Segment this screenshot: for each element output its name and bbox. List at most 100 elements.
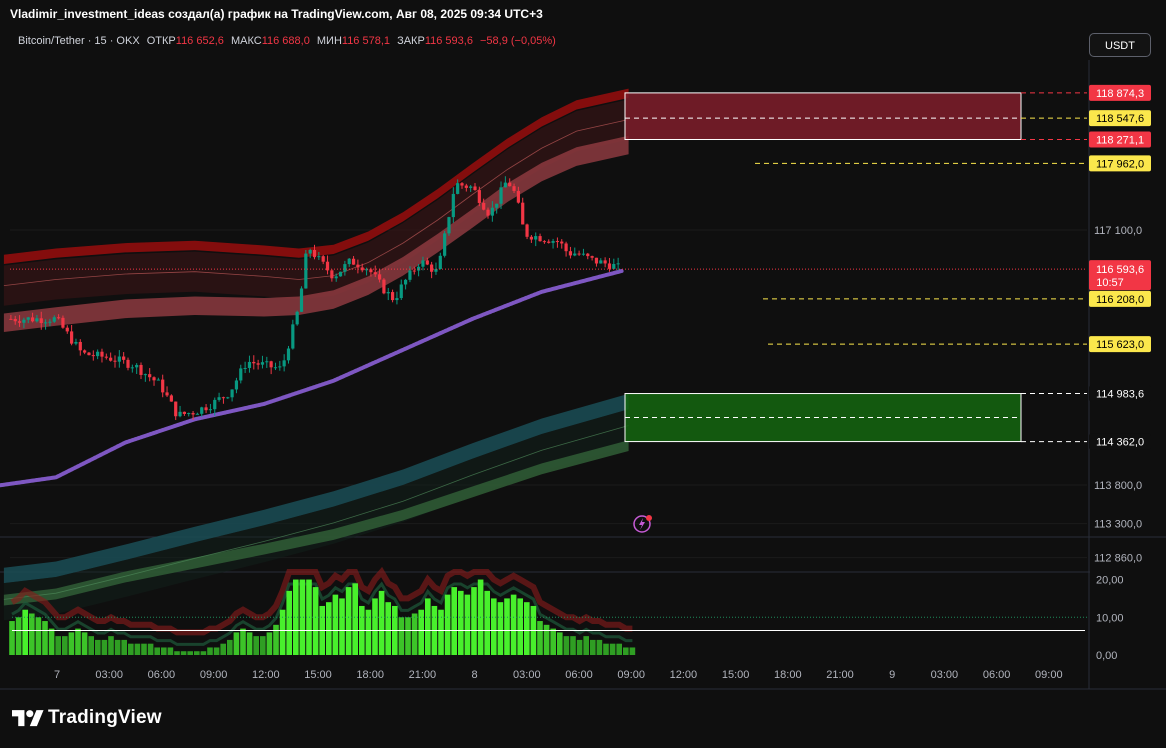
candle-body [130,367,134,369]
candle-body [217,397,221,400]
symbol-legend[interactable]: Bitcoin/Tether · 15 · OKX ОТКР116 652,6 … [18,35,556,47]
candle-body [438,255,442,269]
oscillator-bar [411,613,418,655]
oscillator-ribbon-lower [11,581,633,646]
oscillator-bar [405,617,411,655]
oscillator-bar [81,632,88,655]
candle-body [564,243,568,252]
symbol-name[interactable]: Bitcoin/Tether · 15 · OKX [18,35,140,47]
oscillator-bar [233,632,240,655]
candle-body [343,264,347,272]
oscillator-bar [147,643,154,655]
oscillator-bar [504,598,510,655]
x-axis-tick-label: 7 [54,669,60,681]
oscillator-tick-label: 10,00 [1096,612,1124,624]
price-level-tag: 118 874,3 [1089,84,1151,101]
candle-body [499,187,503,204]
candle-body [122,356,126,360]
candle-body [226,397,230,399]
candle-body [286,348,291,361]
oscillator-bar [68,632,75,655]
candle-body [473,186,477,191]
candle-body [312,249,317,258]
candle-body [221,397,226,399]
price-tag-label: 117 962,0 [1096,158,1144,170]
open-value: 116 652,6 [175,35,224,47]
candle-body [234,380,239,390]
candle-body [139,364,143,375]
candle-body [443,233,447,256]
oscillator-bar [167,647,174,655]
candle-body [321,256,325,262]
tradingview-logo-icon [12,710,44,727]
moving-average-line [0,269,624,488]
x-axis-tick-label: 12:00 [670,669,698,681]
oscillator-bar [616,643,622,655]
close-value: 116 593,6 [424,35,473,47]
oscillator-bar [418,609,424,655]
last-price-countdown: 10:57 [1096,277,1124,289]
oscillator-bar [62,636,68,655]
alert-lightning-icon[interactable] [633,515,652,533]
oscillator-bar [194,651,200,655]
oscillator-bar [398,617,405,655]
x-axis-tick-label: 15:00 [304,669,332,681]
y-axis-tick-label: 112 860,0 [1094,553,1142,565]
candle-body [425,260,429,265]
candle-body [373,272,377,275]
price-level-tag: 117 962,0 [1089,155,1151,172]
candle-body [213,399,217,410]
oscillator-bar [220,643,226,655]
candle-body [204,407,208,411]
oscillator-bar [326,602,332,655]
candle-body [30,317,35,322]
oscillator-bar [180,651,187,655]
candle-body [100,351,104,357]
price-tag-bg [1089,433,1151,450]
oscillator-bar [22,609,28,655]
candle-body [65,327,69,332]
candle-body [395,298,399,301]
oscillator-bar [458,590,464,655]
candle-body [547,241,551,243]
candle-body [451,193,455,218]
candle-body [187,413,191,415]
currency-button[interactable]: USDT [1089,33,1151,57]
price-level-tag: 116 208,0 [1089,290,1151,307]
x-axis-tick-label: 15:00 [722,669,750,681]
candle-body [551,241,555,243]
candle-body [91,355,95,357]
oscillator-bar [596,639,603,655]
candle-body [39,318,43,324]
resistance-zone[interactable] [624,92,1022,141]
oscillator-bar [517,598,523,655]
candle-body [169,395,173,402]
candle-body [78,341,82,351]
candle-body [17,321,22,323]
oscillator-bar [425,598,431,655]
candle-body [568,251,573,256]
candle-body [243,367,247,369]
candle-body [512,186,516,191]
candle-body [135,364,139,368]
price-tag-label: 114 362,0 [1096,437,1144,449]
low-value: 116 578,1 [341,35,391,47]
chart-attribution: Vladimir_investment_ideas создал(а) граф… [10,7,543,21]
candle-body [325,261,330,271]
oscillator-bar [491,598,497,655]
candle-body [386,292,390,294]
price-tag-bg [1089,110,1151,127]
lower-band-outer [3,393,629,584]
last-price-label: 116 593,6 [1096,264,1144,276]
candle-body [529,236,533,240]
candle-body [599,260,603,264]
candle-body [408,270,412,280]
candle-body [109,357,113,361]
candle-body [182,411,186,414]
candle-body [291,324,295,349]
oscillator-bar [510,594,517,655]
candle-body [347,258,351,265]
candles [9,176,620,420]
candle-body [521,202,525,225]
